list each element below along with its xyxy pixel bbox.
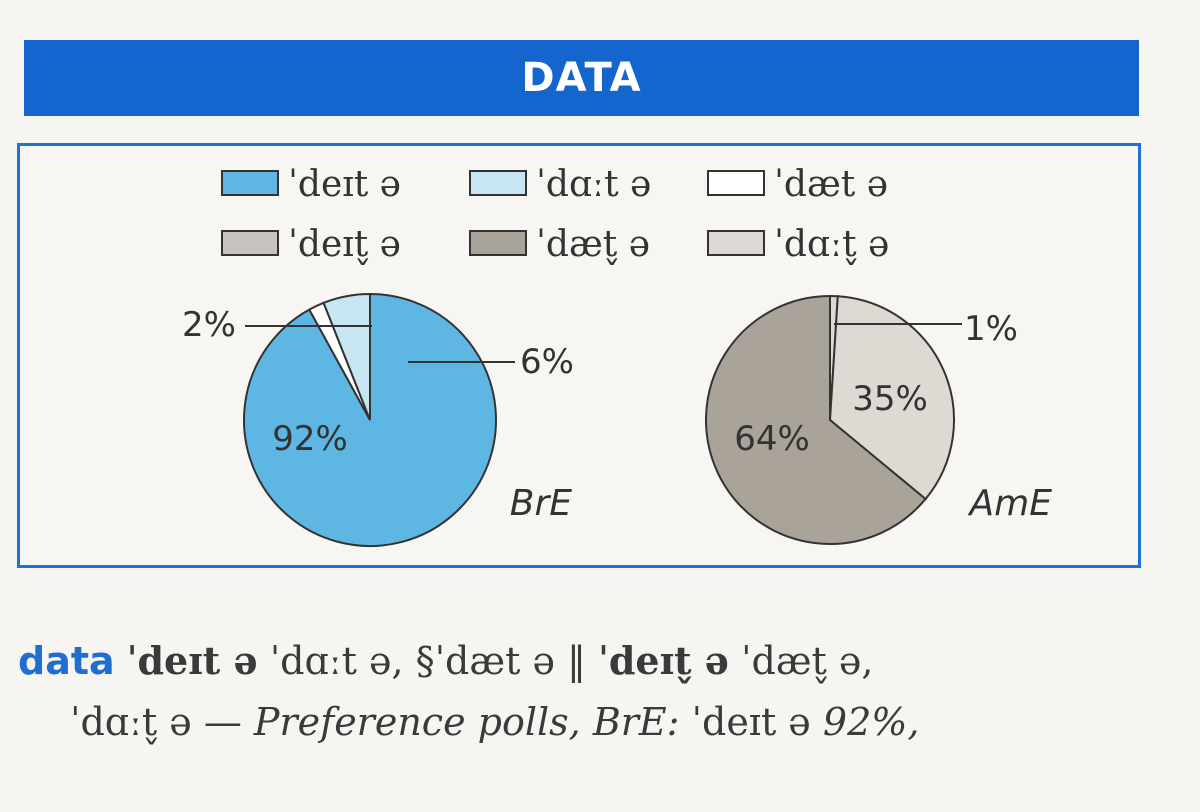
section-title: DATA <box>521 55 642 101</box>
legend-swatch-4 <box>469 230 527 256</box>
pron-ame-variant-2: ˈdɑːt̬ ə — <box>70 700 254 744</box>
pron-main: ˈdeɪt ə <box>126 638 258 683</box>
pie-1-name: AmE <box>968 483 1053 524</box>
legend-label-2: ˈdæt ə <box>774 164 888 205</box>
chart-frame <box>17 143 1141 568</box>
legend-swatch-2 <box>707 170 765 196</box>
legend-label-4: ˈdæt̬ ə <box>536 224 650 265</box>
pron-ame-variant: ˈdæt̬ ə, <box>728 639 874 683</box>
legend-label-0: ˈdeɪt ə <box>288 164 401 205</box>
pie-0-label-1: 2% <box>182 305 236 345</box>
legend-swatch-3 <box>221 230 279 256</box>
legend-label-3: ˈdeɪt̬ ə <box>288 224 401 265</box>
pie-0-label-0: 92% <box>272 419 348 459</box>
pie-1-label-2: 64% <box>734 419 810 459</box>
pron-variants: ˈdɑːt ə, §ˈdæt ə ‖ <box>257 639 599 683</box>
section-header: DATA <box>24 40 1139 116</box>
entry-headword: data <box>18 639 115 683</box>
legend-label-1: ˈdɑːt ə <box>536 164 651 205</box>
legend-swatch-0 <box>221 170 279 196</box>
poll-pron: ˈdeɪt ə <box>679 700 823 744</box>
entry-line-1: data ˈdeɪt ə ˈdɑːt ə, §ˈdæt ə ‖ ˈdeɪt̬ ə… <box>18 638 1188 683</box>
legend-label-5: ˈdɑːt̬ ə <box>774 224 889 265</box>
legend-swatch-1 <box>469 170 527 196</box>
pie-1-label-1: 35% <box>852 379 928 419</box>
pron-ame-main: ˈdeɪt̬ ə <box>598 638 729 683</box>
poll-percent: 92%, <box>822 700 920 744</box>
pie-1-label-0: 1% <box>964 309 1018 349</box>
poll-intro: Preference polls, BrE: <box>253 700 680 744</box>
entry-line-2: ˈdɑːt̬ ə — Preference polls, BrE: ˈdeɪt … <box>70 700 1200 744</box>
pie-1-slice-2 <box>705 294 927 545</box>
pie-0-label-2: 6% <box>520 342 574 382</box>
pie-0-name: BrE <box>510 483 572 524</box>
pie-1-slice-1 <box>828 295 955 501</box>
legend-swatch-5 <box>707 230 765 256</box>
